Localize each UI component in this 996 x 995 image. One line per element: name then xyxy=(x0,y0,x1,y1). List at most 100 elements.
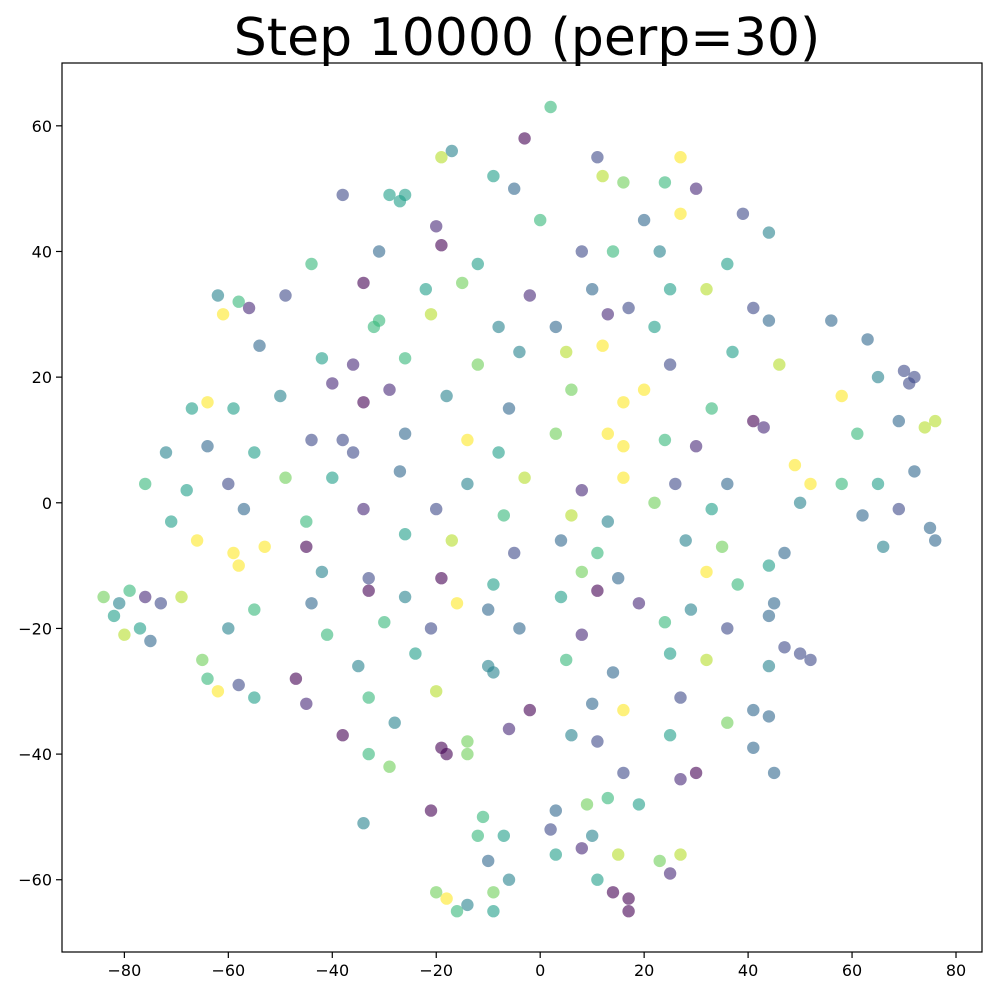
scatter-point-138 xyxy=(398,528,412,541)
scatter-point-76 xyxy=(440,389,453,403)
scatter-point-113 xyxy=(669,477,682,491)
scatter-point-30 xyxy=(211,289,225,302)
scatter-point-185 xyxy=(575,628,588,641)
scatter-point-69 xyxy=(185,402,199,415)
scatter-point-89 xyxy=(305,433,318,447)
scatter-point-159 xyxy=(113,597,126,610)
scatter-point-190 xyxy=(804,653,817,667)
scatter-point-218 xyxy=(440,747,453,761)
scatter-point-51 xyxy=(762,314,776,327)
scatter-point-124 xyxy=(430,502,443,516)
scatter-point-122 xyxy=(300,515,313,528)
scatter-point-88 xyxy=(248,446,261,459)
scatter-point-62 xyxy=(663,358,677,371)
y-tick-label: −40 xyxy=(18,745,52,764)
scatter-point-240 xyxy=(471,829,484,842)
scatter-point-49 xyxy=(622,301,635,315)
scatter-point-135 xyxy=(227,546,240,560)
scatter-point-177 xyxy=(133,622,147,635)
scatter-point-152 xyxy=(487,578,500,591)
scatter-point-233 xyxy=(549,804,562,817)
scatter-point-192 xyxy=(201,672,214,685)
scatter-point-222 xyxy=(565,729,578,742)
scatter-point-14 xyxy=(596,169,609,183)
scatter-point-47 xyxy=(549,320,562,334)
scatter-point-258 xyxy=(622,892,635,905)
scatter-point-25 xyxy=(471,257,484,271)
scatter-point-194 xyxy=(289,672,303,685)
scatter-point-184 xyxy=(513,622,526,635)
scatter-point-158 xyxy=(97,590,110,604)
scatter-point-60 xyxy=(560,345,573,359)
scatter-point-79 xyxy=(617,396,630,409)
scatter-point-130 xyxy=(793,496,807,509)
x-tick-label: 20 xyxy=(634,961,654,980)
scatter-point-229 xyxy=(617,766,630,780)
scatter-point-220 xyxy=(461,747,474,761)
scatter-point-239 xyxy=(476,810,490,824)
scatter-point-237 xyxy=(357,817,370,830)
x-tick-label: −60 xyxy=(211,961,245,980)
scatter-point-37 xyxy=(586,283,599,296)
scatter-point-198 xyxy=(487,666,500,679)
x-tick-label: 60 xyxy=(842,961,862,980)
plot-area-frame xyxy=(61,62,983,953)
scatter-point-104 xyxy=(180,484,193,497)
scatter-point-213 xyxy=(747,703,760,717)
scatter-point-21 xyxy=(637,213,651,227)
scatter-point-183 xyxy=(424,622,438,635)
x-tick-label: 80 xyxy=(946,961,966,980)
chart-title: Step 10000 (perp=30) xyxy=(234,8,821,68)
scatter-point-170 xyxy=(554,590,568,604)
y-tick-label: 40 xyxy=(32,242,52,261)
y-tick-label: −20 xyxy=(18,619,52,638)
scatter-point-216 xyxy=(388,716,401,729)
scatter-point-58 xyxy=(471,358,484,371)
scatter-point-34 xyxy=(419,283,432,296)
scatter-point-93 xyxy=(461,433,474,447)
scatter-point-15 xyxy=(689,182,703,195)
scatter-point-251 xyxy=(591,873,604,886)
y-tick-label: 0 xyxy=(42,494,52,513)
scatter-point-99 xyxy=(689,440,703,453)
scatter-point-232 xyxy=(767,766,781,780)
scatter-point-78 xyxy=(565,383,578,396)
x-tick-label: −40 xyxy=(315,961,349,980)
scatter-point-0 xyxy=(544,100,557,114)
scatter-point-182 xyxy=(378,616,391,629)
scatter-point-108 xyxy=(393,465,407,478)
scatter-point-42 xyxy=(242,301,256,315)
scatter-point-106 xyxy=(279,471,292,484)
scatter-point-210 xyxy=(586,697,599,710)
scatter-point-214 xyxy=(762,710,776,723)
scatter-point-16 xyxy=(736,207,750,220)
scatter-point-56 xyxy=(346,358,360,371)
scatter-point-193 xyxy=(232,678,245,692)
scatter-point-199 xyxy=(560,653,573,667)
scatter-point-98 xyxy=(658,433,672,447)
scatter-point-189 xyxy=(793,647,807,660)
y-tick-label: 60 xyxy=(32,117,52,136)
scatter-point-66 xyxy=(897,364,911,378)
scatter-point-246 xyxy=(612,848,625,861)
scatter-point-109 xyxy=(461,477,474,491)
scatter-point-12 xyxy=(398,188,412,202)
scatter-point-203 xyxy=(762,659,776,673)
scatter-point-114 xyxy=(721,477,734,491)
scatter-point-256 xyxy=(487,886,500,899)
scatter-point-24 xyxy=(305,257,318,271)
scatter-point-207 xyxy=(362,691,375,704)
scatter-point-167 xyxy=(398,590,412,604)
scatter-point-145 xyxy=(778,546,791,560)
scatter-point-154 xyxy=(612,572,625,585)
scatter-point-181 xyxy=(320,628,334,641)
scatter-point-50 xyxy=(648,320,661,334)
scatter-point-7 xyxy=(617,176,630,189)
scatter-point-162 xyxy=(154,597,167,610)
scatter-point-73 xyxy=(326,377,339,390)
scatter-point-211 xyxy=(617,703,630,717)
scatter-point-215 xyxy=(336,729,349,742)
scatter-point-169 xyxy=(482,603,495,616)
scatter-point-94 xyxy=(492,446,505,459)
y-tick-label: −60 xyxy=(18,871,52,890)
